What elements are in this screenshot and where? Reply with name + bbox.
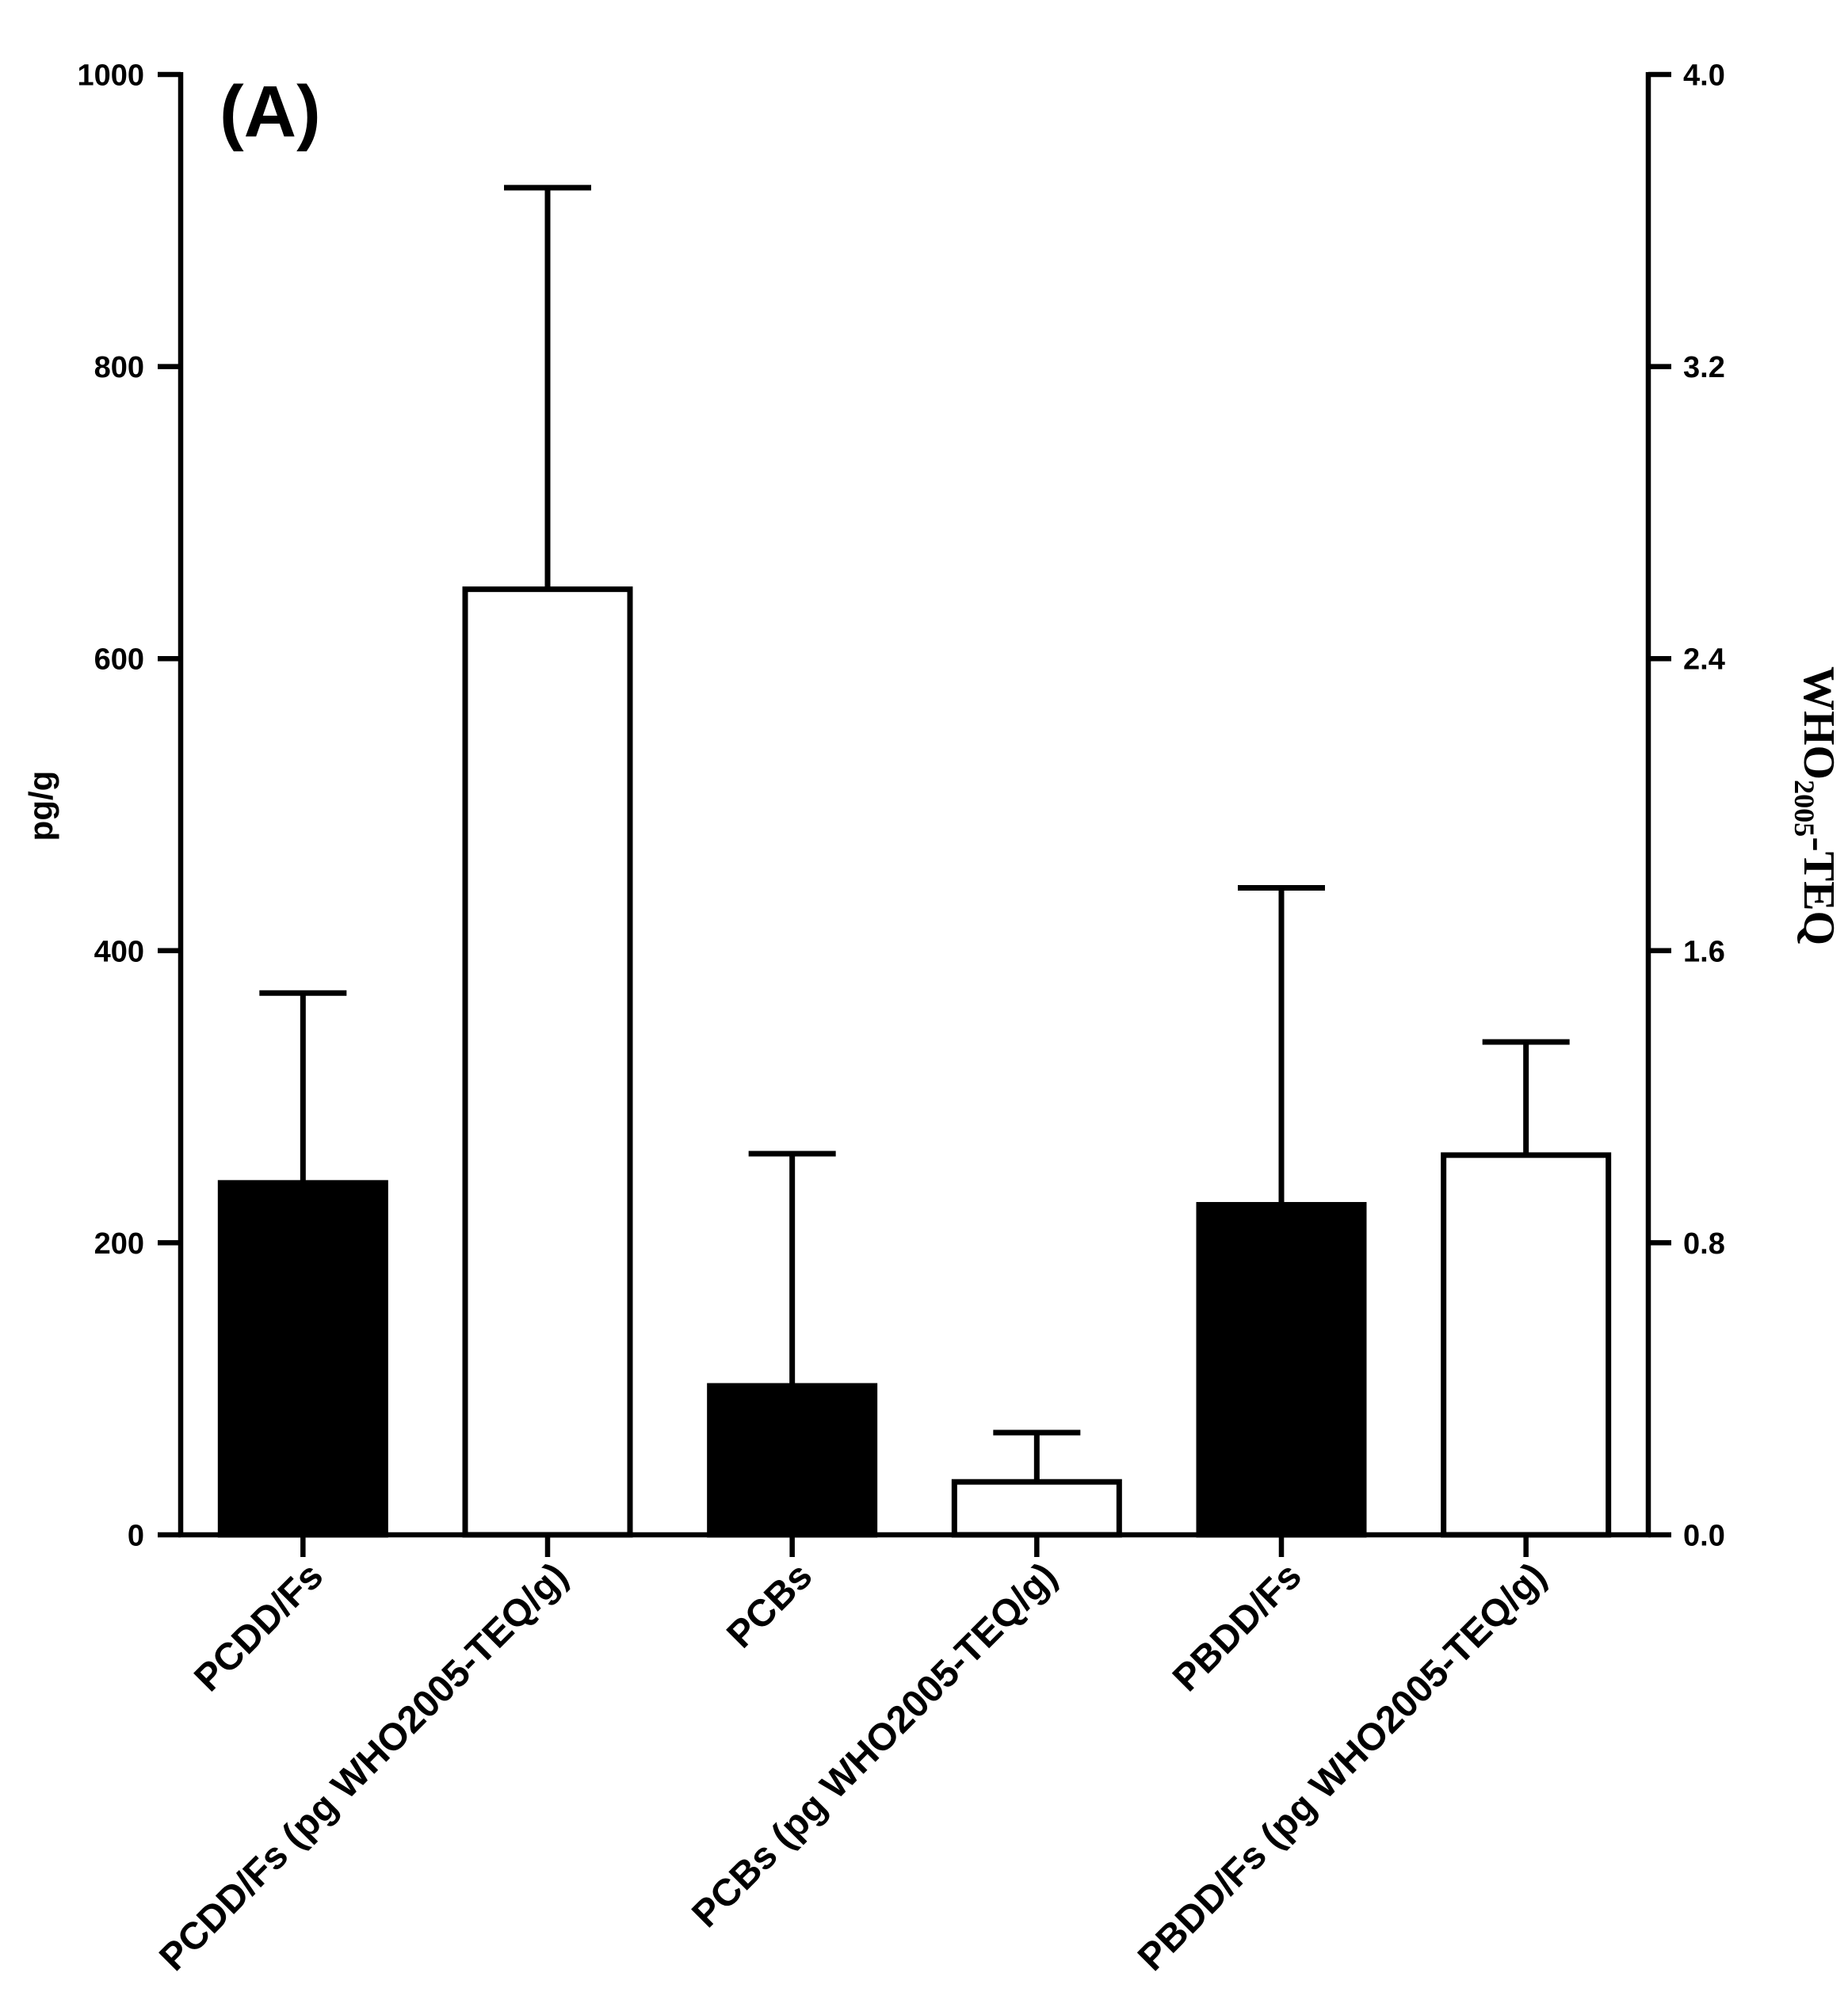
panel-label: (A) — [220, 71, 321, 152]
y-right-tick-label: 0.0 — [1683, 1520, 1725, 1553]
y-left-tick-label: 200 — [94, 1227, 144, 1261]
bar-open — [951, 1479, 1122, 1538]
axes: 0 200 400 600 800 1000 0.0 0.8 1.6 2.4 3.2 4.0 PCDD/… — [22, 59, 1843, 1979]
y-left-tick-label: 400 — [94, 935, 144, 968]
y-left-tick-label: 1000 — [77, 59, 144, 93]
y-left-axis-title: pg/g — [22, 771, 59, 841]
y-left-tick-label: 800 — [94, 351, 144, 384]
x-tick-label: PBDD/Fs — [1165, 1555, 1310, 1700]
x-tick-label: PCDD/Fs (pg WHO2005-TEQ/g) — [151, 1555, 575, 1979]
bar-filled — [217, 1180, 388, 1538]
x-tick-label: PCDD/Fs — [186, 1555, 331, 1700]
bar-open — [462, 586, 633, 1538]
y-right-tick-label: 3.2 — [1683, 351, 1725, 384]
y-right-axis-title-subscript: 2005 — [1789, 780, 1820, 837]
y-right-axis-title: WHO2005-TEQ — [1789, 666, 1843, 945]
bar-open — [1441, 1152, 1612, 1538]
x-tick-label: PBDD/Fs (pg WHO2005-TEQ/g) — [1130, 1555, 1554, 1979]
y-left-tick-label: 0 — [128, 1520, 144, 1553]
y-right-tick-label: 4.0 — [1683, 59, 1725, 93]
bar-filled — [1196, 1201, 1367, 1538]
y-right-tick-label: 1.6 — [1683, 935, 1725, 968]
y-right-axis-title-main: WHO — [1794, 666, 1843, 780]
bar-filled — [707, 1383, 878, 1538]
x-tick-label: PCBs — [719, 1555, 820, 1656]
y-right-axis-title-tail: -TEQ — [1794, 837, 1843, 945]
y-left-tick-label: 600 — [94, 643, 144, 677]
bars — [217, 185, 1612, 1538]
y-right-tick-label: 0.8 — [1683, 1227, 1725, 1261]
y-right-tick-label: 2.4 — [1683, 643, 1725, 677]
